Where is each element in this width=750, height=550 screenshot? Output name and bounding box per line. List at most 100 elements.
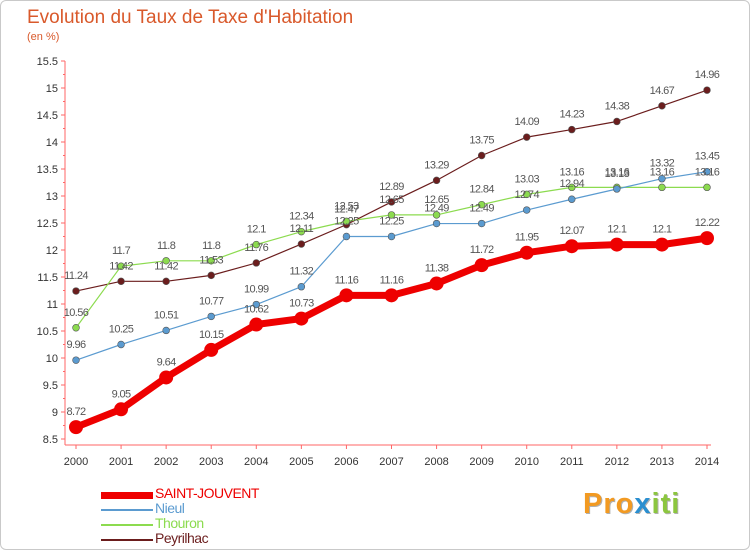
legend-label: Nieul (155, 500, 185, 516)
data-point (162, 277, 170, 286)
y-tick-label: 15.5 (37, 56, 58, 68)
data-label: 13.32 (650, 158, 675, 170)
data-point (252, 300, 260, 309)
data-point (162, 257, 170, 265)
data-label: 10.77 (199, 295, 224, 307)
data-label: 11.7 (112, 245, 131, 257)
data-label: 10.51 (154, 309, 179, 321)
y-tick-label: 12 (46, 245, 58, 257)
data-point (568, 125, 576, 134)
x-tick-label: 2001 (109, 456, 133, 468)
logo-letter: P (583, 488, 604, 520)
data-label: 12.49 (469, 203, 494, 215)
data-point (477, 151, 486, 160)
y-tick-label: 13.5 (37, 164, 58, 176)
data-label: 11.8 (202, 240, 221, 252)
x-tick-label: 2006 (334, 456, 358, 468)
y-tick-label: 10.5 (37, 326, 58, 338)
legend-label: Peyrilhac (155, 530, 209, 546)
data-point (342, 232, 351, 241)
data-point (429, 276, 444, 291)
logo-letter: i (651, 488, 661, 520)
data-point (568, 183, 576, 192)
data-label: 12.11 (289, 223, 313, 235)
data-point (297, 240, 306, 248)
data-point (204, 342, 219, 357)
data-label: 11.32 (289, 266, 313, 278)
data-label: 11.42 (154, 260, 178, 272)
y-tick-label: 11 (47, 299, 58, 311)
data-label: 13.45 (695, 151, 720, 163)
data-label: 14.09 (514, 116, 539, 128)
data-point (294, 311, 309, 326)
data-label: 12.53 (334, 200, 359, 212)
data-point (297, 227, 306, 236)
logo-letter: t (660, 488, 672, 520)
data-label: 13.03 (514, 173, 539, 185)
data-label: 11.76 (244, 242, 268, 254)
logo-letter: r (603, 488, 616, 520)
y-tick-label: 14 (46, 137, 58, 149)
data-label: 14.38 (605, 100, 630, 112)
data-point (114, 402, 129, 417)
data-point (703, 86, 711, 94)
y-tick-label: 9.5 (43, 380, 58, 392)
data-point (207, 312, 215, 321)
data-point (703, 183, 711, 192)
x-tick-label: 2013 (650, 456, 674, 468)
data-point (523, 133, 531, 141)
data-label: 12.94 (560, 178, 585, 190)
y-tick-label: 15 (46, 83, 58, 95)
data-label: 11.38 (425, 262, 449, 274)
data-point (564, 239, 579, 254)
data-label: 11.53 (199, 254, 223, 266)
legend-swatch (101, 509, 153, 511)
logo-letter: x (634, 488, 652, 520)
series-line (75, 186, 708, 329)
x-tick-label: 2000 (64, 456, 88, 468)
x-tick-label: 2014 (695, 456, 719, 468)
x-tick-label: 2004 (244, 456, 268, 468)
x-tick-label: 2008 (424, 456, 448, 468)
data-point (654, 237, 669, 252)
data-point (69, 420, 83, 435)
proxiti-logo: Proxiti (583, 488, 680, 521)
data-label: 11.16 (335, 274, 359, 286)
data-label: 10.99 (244, 284, 269, 296)
data-point (519, 245, 534, 260)
data-label: 12.65 (424, 194, 449, 206)
data-point (342, 217, 351, 226)
series-saint-jouvent (69, 231, 714, 435)
data-point (613, 117, 621, 126)
series-nieul (72, 168, 711, 364)
x-tick-label: 2012 (605, 456, 629, 468)
data-label: 13.16 (560, 166, 585, 178)
data-label: 10.15 (199, 329, 224, 341)
data-label: 12.25 (334, 216, 359, 228)
data-point (207, 257, 215, 265)
data-point (159, 370, 174, 385)
data-label: 10.62 (244, 304, 269, 316)
data-label: 12.1 (247, 224, 266, 236)
x-tick-label: 2005 (289, 456, 313, 468)
data-label: 12.25 (379, 216, 404, 228)
data-label: 13.75 (469, 135, 494, 147)
y-tick-label: 9 (52, 407, 58, 419)
data-label: 11.42 (109, 260, 133, 272)
data-label: 13.29 (424, 159, 449, 171)
data-point (474, 258, 489, 273)
data-label: 13.13 (605, 168, 630, 180)
x-tick-label: 2003 (199, 456, 223, 468)
data-label: 14.67 (650, 85, 675, 97)
data-label: 12.34 (289, 211, 314, 223)
data-label: 12.1 (652, 224, 671, 236)
legend-swatch (101, 491, 153, 499)
data-point (72, 356, 80, 364)
data-label: 12.49 (424, 203, 449, 215)
data-point (658, 175, 666, 183)
data-point (387, 211, 396, 219)
data-point (477, 200, 486, 209)
data-label: 13.16 (605, 166, 630, 178)
